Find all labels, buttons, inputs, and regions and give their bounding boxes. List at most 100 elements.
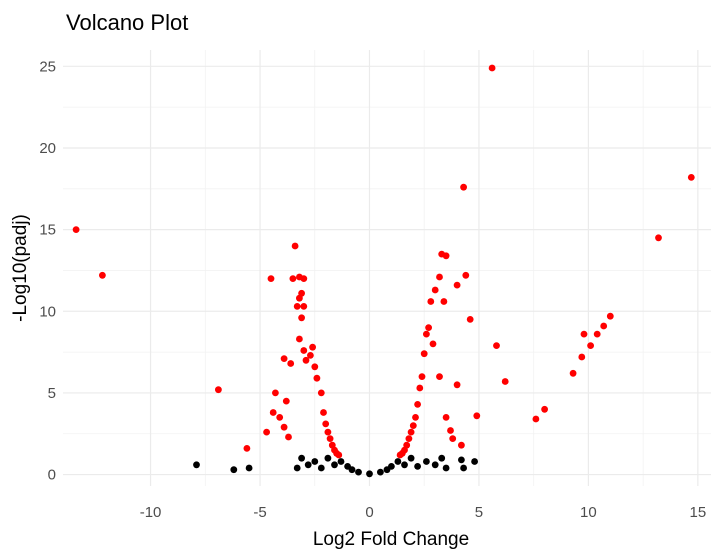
significant-point bbox=[436, 273, 443, 281]
significant-point bbox=[276, 414, 284, 421]
significant-point bbox=[580, 330, 588, 338]
significant-point bbox=[416, 384, 424, 392]
significant-point bbox=[272, 389, 279, 397]
non-significant-point bbox=[423, 458, 430, 465]
x-tick-label: 10 bbox=[580, 504, 597, 521]
significant-point bbox=[453, 381, 461, 389]
non-significant-point bbox=[317, 464, 325, 472]
significant-point bbox=[453, 281, 461, 289]
significant-point bbox=[593, 330, 601, 338]
significant-point bbox=[313, 374, 321, 382]
significant-point bbox=[293, 303, 301, 310]
non-significant-point bbox=[442, 464, 450, 472]
significant-point bbox=[501, 378, 509, 385]
significant-point bbox=[326, 435, 334, 442]
non-significant-point bbox=[431, 461, 439, 469]
significant-point bbox=[215, 386, 222, 394]
significant-point bbox=[427, 298, 435, 305]
non-significant-point bbox=[324, 454, 332, 462]
significant-point bbox=[429, 340, 437, 348]
significant-point bbox=[447, 427, 454, 434]
significant-point bbox=[309, 343, 316, 351]
significant-point bbox=[335, 451, 343, 459]
non-significant-point bbox=[304, 461, 312, 469]
significant-point bbox=[324, 428, 332, 436]
x-tick-label: 15 bbox=[690, 504, 707, 521]
significant-point bbox=[72, 226, 80, 234]
y-tick-label: 5 bbox=[48, 385, 56, 402]
significant-point bbox=[289, 275, 297, 282]
significant-point bbox=[606, 312, 614, 320]
significant-point bbox=[600, 322, 608, 330]
significant-point bbox=[436, 373, 443, 380]
significant-point bbox=[541, 405, 548, 413]
significant-point bbox=[307, 352, 314, 359]
significant-point bbox=[317, 389, 325, 397]
significant-point bbox=[458, 441, 465, 449]
significant-point bbox=[311, 363, 319, 371]
non-significant-point bbox=[401, 461, 408, 469]
significant-point bbox=[532, 415, 540, 423]
non-significant-point bbox=[414, 463, 421, 470]
significant-point bbox=[440, 298, 448, 305]
significant-point bbox=[409, 422, 417, 429]
significant-point bbox=[267, 275, 275, 282]
significant-point bbox=[243, 445, 251, 452]
significant-point bbox=[405, 435, 413, 442]
significant-point bbox=[298, 289, 305, 297]
significant-point bbox=[578, 353, 586, 361]
significant-point bbox=[280, 423, 288, 431]
significant-point bbox=[322, 420, 330, 428]
significant-point bbox=[269, 409, 277, 416]
y-tick-label: 15 bbox=[39, 222, 56, 239]
significant-point bbox=[300, 347, 308, 354]
significant-point bbox=[655, 234, 662, 242]
chart-title: Volcano Plot bbox=[66, 10, 188, 35]
significant-point bbox=[287, 360, 295, 367]
significant-point bbox=[300, 275, 308, 282]
significant-point bbox=[493, 342, 500, 349]
non-significant-point bbox=[460, 464, 467, 472]
significant-point bbox=[423, 330, 430, 338]
significant-point bbox=[466, 316, 474, 323]
x-tick-label: 5 bbox=[475, 504, 483, 521]
significant-point bbox=[431, 286, 439, 294]
y-tick-label: 10 bbox=[39, 303, 56, 320]
significant-point bbox=[488, 64, 496, 72]
significant-point bbox=[414, 401, 421, 408]
significant-point bbox=[420, 350, 428, 358]
non-significant-point bbox=[348, 466, 356, 474]
non-significant-point bbox=[331, 461, 338, 469]
x-axis-title: Log2 Fold Change bbox=[313, 529, 469, 550]
significant-point bbox=[285, 433, 292, 441]
grid-lines bbox=[63, 50, 711, 486]
non-significant-point bbox=[366, 470, 373, 478]
significant-point bbox=[302, 356, 310, 364]
y-tick-label: 0 bbox=[48, 467, 56, 484]
x-tick-label: -5 bbox=[253, 504, 266, 521]
non-significant-point bbox=[293, 464, 301, 472]
non-significant-point bbox=[230, 466, 238, 474]
significant-point bbox=[569, 369, 577, 377]
tick-labels: -10 -5 0 5 10 15 0 5 10 15 20 25 bbox=[39, 58, 706, 521]
significant-point bbox=[407, 428, 415, 436]
significant-point bbox=[403, 441, 411, 449]
significant-point bbox=[99, 271, 106, 279]
non-significant-point bbox=[388, 463, 395, 470]
non-significant-point bbox=[394, 458, 402, 465]
x-tick-label: -10 bbox=[140, 504, 162, 521]
significant-point bbox=[282, 397, 290, 405]
significant-point bbox=[449, 435, 457, 442]
significant-point bbox=[263, 428, 270, 436]
significant-point bbox=[460, 183, 467, 191]
non-significant-point bbox=[471, 458, 478, 465]
significant-point bbox=[687, 174, 695, 181]
significant-point bbox=[462, 271, 470, 279]
non-significant-point bbox=[355, 468, 362, 476]
non-significant-point bbox=[438, 454, 446, 462]
significant-point bbox=[418, 373, 426, 380]
data-points bbox=[72, 64, 695, 478]
significant-point bbox=[425, 324, 432, 331]
non-significant-point bbox=[245, 464, 253, 472]
